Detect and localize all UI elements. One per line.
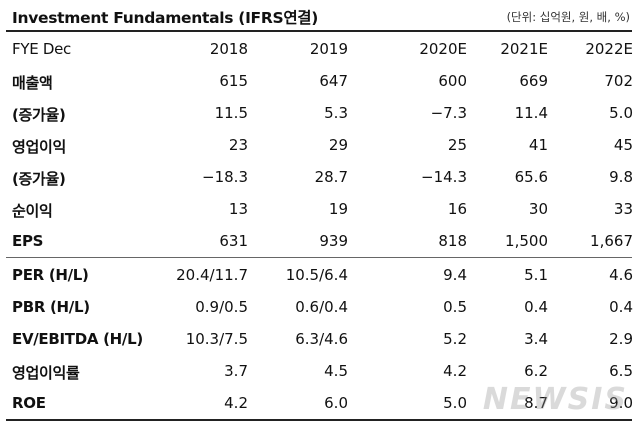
table-row: 영업이익 23 29 25 41 45 bbox=[0, 130, 640, 162]
row-label: PBR (H/L) bbox=[12, 298, 90, 316]
row-label: EV/EBITDA (H/L) bbox=[12, 330, 143, 348]
row-cell: 8.7 bbox=[524, 394, 548, 412]
newsis-watermark: NEWSIS bbox=[482, 382, 628, 417]
row-label: 영업이익 bbox=[12, 138, 67, 156]
row-cell: 600 bbox=[438, 72, 467, 90]
row-cell: 11.5 bbox=[214, 104, 248, 122]
table-row: EPS 631 939 818 1,500 1,667 bbox=[0, 226, 640, 258]
row-cell: 5.1 bbox=[524, 266, 548, 284]
table-row: 매출액 615 647 600 669 702 bbox=[0, 66, 640, 98]
row-cell: 20.4/11.7 bbox=[176, 266, 248, 284]
row-cell: 0.5 bbox=[443, 298, 467, 316]
table-row: (증가율) 11.5 5.3 −7.3 11.4 5.0 bbox=[0, 98, 640, 130]
row-cell: 10.3/7.5 bbox=[185, 330, 248, 348]
table-row: EV/EBITDA (H/L) 10.3/7.5 6.3/4.6 5.2 3.4… bbox=[0, 324, 640, 356]
row-cell: 65.6 bbox=[514, 168, 548, 186]
row-cell: 5.0 bbox=[609, 104, 633, 122]
row-cell: 41 bbox=[528, 136, 548, 154]
column-header-2020e: 2020E bbox=[419, 40, 467, 58]
table-row: PBR (H/L) 0.9/0.5 0.6/0.4 0.5 0.4 0.4 bbox=[0, 292, 640, 324]
row-cell: 45 bbox=[613, 136, 633, 154]
row-cell: 4.6 bbox=[609, 266, 633, 284]
row-cell: −14.3 bbox=[421, 168, 467, 186]
table-row: 순이익 13 19 16 30 33 bbox=[0, 194, 640, 226]
row-cell: 939 bbox=[319, 232, 348, 250]
row-cell: 25 bbox=[447, 136, 467, 154]
row-cell: −18.3 bbox=[202, 168, 248, 186]
row-cell: 631 bbox=[219, 232, 248, 250]
column-header-label: FYE Dec bbox=[12, 40, 71, 58]
row-cell: 4.5 bbox=[324, 362, 348, 380]
row-cell: 5.3 bbox=[324, 104, 348, 122]
table-row: (증가율) −18.3 28.7 −14.3 65.6 9.8 bbox=[0, 162, 640, 194]
row-label: (증가율) bbox=[12, 170, 66, 188]
row-label: 매출액 bbox=[12, 74, 53, 92]
row-cell: 3.4 bbox=[524, 330, 548, 348]
row-cell: 3.7 bbox=[224, 362, 248, 380]
column-header-2021e: 2021E bbox=[500, 40, 548, 58]
row-label: EPS bbox=[12, 232, 44, 250]
row-cell: 1,500 bbox=[505, 232, 548, 250]
row-cell: 2.9 bbox=[609, 330, 633, 348]
row-cell: 19 bbox=[328, 200, 348, 218]
bottom-rule bbox=[6, 419, 632, 421]
row-cell: 4.2 bbox=[443, 362, 467, 380]
row-cell: 5.2 bbox=[443, 330, 467, 348]
row-cell: 9.4 bbox=[443, 266, 467, 284]
row-cell: 9.8 bbox=[609, 168, 633, 186]
column-header-2018: 2018 bbox=[209, 40, 248, 58]
column-header-2022e: 2022E bbox=[585, 40, 633, 58]
section-divider bbox=[6, 257, 632, 258]
row-cell: 6.5 bbox=[609, 362, 633, 380]
row-cell: 702 bbox=[604, 72, 633, 90]
column-header-row: FYE Dec 2018 2019 2020E 2021E 2022E bbox=[0, 34, 640, 66]
row-cell: 818 bbox=[438, 232, 467, 250]
row-cell: 4.2 bbox=[224, 394, 248, 412]
row-cell: 9.0 bbox=[609, 394, 633, 412]
row-cell: 13 bbox=[228, 200, 248, 218]
row-label: ROE bbox=[12, 394, 46, 412]
row-cell: 0.4 bbox=[609, 298, 633, 316]
row-cell: 10.5/6.4 bbox=[285, 266, 348, 284]
row-cell: 1,667 bbox=[590, 232, 633, 250]
table-header: Investment Fundamentals (IFRS연결) (단위: 십억… bbox=[0, 0, 640, 32]
row-label: PER (H/L) bbox=[12, 266, 89, 284]
unit-note: (단위: 십억원, 원, 배, %) bbox=[506, 10, 630, 24]
row-cell: 0.4 bbox=[524, 298, 548, 316]
row-cell: 16 bbox=[447, 200, 467, 218]
table-row: 영업이익률 3.7 4.5 4.2 6.2 6.5 bbox=[0, 356, 640, 388]
row-cell: 33 bbox=[613, 200, 633, 218]
row-cell: 5.0 bbox=[443, 394, 467, 412]
row-cell: 647 bbox=[319, 72, 348, 90]
column-header-2019: 2019 bbox=[309, 40, 348, 58]
row-cell: 0.9/0.5 bbox=[195, 298, 248, 316]
table-row: ROE 4.2 6.0 5.0 8.7 9.0 bbox=[0, 388, 640, 420]
row-cell: 0.6/0.4 bbox=[295, 298, 348, 316]
row-label: 순이익 bbox=[12, 202, 53, 220]
row-cell: 28.7 bbox=[314, 168, 348, 186]
row-cell: 23 bbox=[228, 136, 248, 154]
row-label: (증가율) bbox=[12, 106, 66, 124]
row-label: 영업이익률 bbox=[12, 364, 80, 382]
row-cell: −7.3 bbox=[430, 104, 467, 122]
row-cell: 29 bbox=[328, 136, 348, 154]
row-cell: 6.3/4.6 bbox=[295, 330, 348, 348]
row-cell: 615 bbox=[219, 72, 248, 90]
row-cell: 11.4 bbox=[514, 104, 548, 122]
row-cell: 6.0 bbox=[324, 394, 348, 412]
row-cell: 30 bbox=[528, 200, 548, 218]
table-title: Investment Fundamentals (IFRS연결) bbox=[12, 9, 319, 27]
top-rule bbox=[6, 30, 632, 32]
row-cell: 6.2 bbox=[524, 362, 548, 380]
table-row: PER (H/L) 20.4/11.7 10.5/6.4 9.4 5.1 4.6 bbox=[0, 260, 640, 292]
row-cell: 669 bbox=[519, 72, 548, 90]
